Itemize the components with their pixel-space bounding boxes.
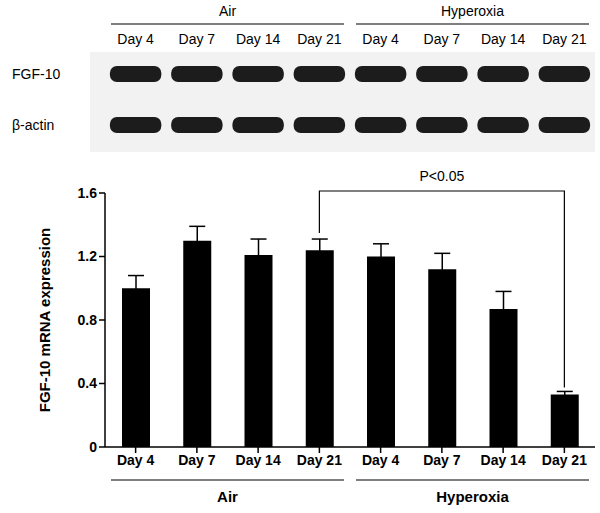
svg-text:Hyperoxia: Hyperoxia (441, 3, 504, 19)
svg-text:Day 14: Day 14 (481, 31, 526, 47)
svg-text:1.2: 1.2 (78, 248, 98, 264)
svg-text:Day 14: Day 14 (236, 31, 281, 47)
svg-text:0: 0 (89, 439, 97, 455)
svg-text:0.4: 0.4 (78, 375, 98, 391)
svg-text:Day 4: Day 4 (362, 452, 400, 468)
svg-text:Day 14: Day 14 (236, 452, 281, 468)
svg-text:Air: Air (217, 488, 238, 505)
svg-text:Day 7: Day 7 (423, 452, 461, 468)
svg-text:0.8: 0.8 (78, 312, 98, 328)
svg-text:FGF-10: FGF-10 (12, 66, 60, 82)
svg-text:Day 21: Day 21 (297, 452, 342, 468)
svg-text:Day 7: Day 7 (179, 31, 216, 47)
svg-text:Day 14: Day 14 (481, 452, 526, 468)
svg-text:FGF-10 mRNA expression: FGF-10 mRNA expression (36, 228, 53, 413)
svg-text:Day 21: Day 21 (297, 31, 342, 47)
svg-text:Day 4: Day 4 (117, 31, 154, 47)
svg-text:Day 4: Day 4 (362, 31, 399, 47)
svg-text:Hyperoxia: Hyperoxia (436, 488, 509, 505)
svg-text:Air: Air (219, 3, 236, 19)
svg-text:1.6: 1.6 (78, 185, 98, 201)
svg-text:Day 7: Day 7 (178, 452, 216, 468)
svg-text:Day 7: Day 7 (424, 31, 461, 47)
svg-text:β-actin: β-actin (12, 117, 54, 133)
svg-text:Day 21: Day 21 (542, 452, 587, 468)
svg-text:Day 4: Day 4 (117, 452, 155, 468)
svg-text:P<0.05: P<0.05 (419, 168, 464, 184)
svg-text:Day 21: Day 21 (542, 31, 587, 47)
